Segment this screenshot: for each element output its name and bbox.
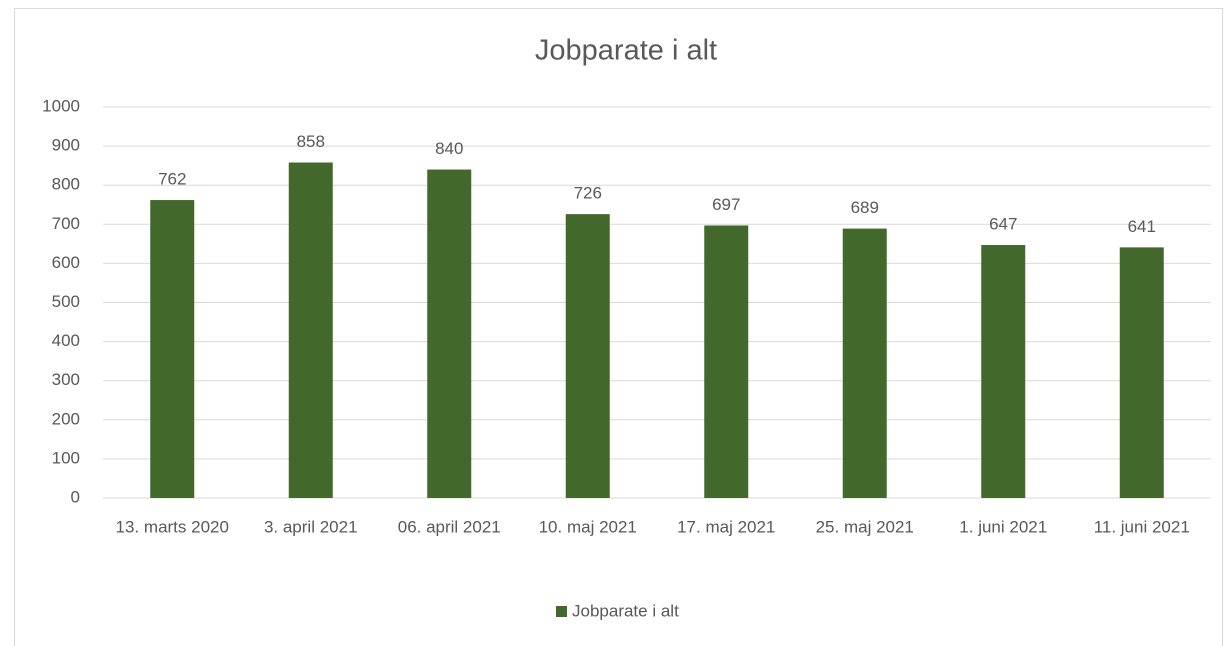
x-tick-label: 17. maj 2021 xyxy=(677,517,775,536)
y-tick-label: 400 xyxy=(52,331,80,350)
y-tick-label: 500 xyxy=(52,292,80,311)
bar xyxy=(842,228,887,498)
y-tick-label: 900 xyxy=(52,136,80,155)
x-tick-label: 11. juni 2021 xyxy=(1094,517,1190,536)
y-tick-label: 0 xyxy=(71,487,80,506)
legend-swatch xyxy=(556,606,567,617)
y-tick-label: 800 xyxy=(52,175,80,194)
x-tick-label: 10. maj 2021 xyxy=(539,517,637,536)
x-tick-label: 1. juni 2021 xyxy=(959,517,1047,536)
bar xyxy=(288,162,333,498)
x-tick-label: 25. maj 2021 xyxy=(816,517,914,536)
y-tick-label: 200 xyxy=(52,409,80,428)
y-tick-label: 1000 xyxy=(42,96,80,115)
data-label: 858 xyxy=(297,132,325,151)
bar xyxy=(981,245,1026,498)
data-label: 726 xyxy=(574,184,602,203)
chart-title: Jobparate i alt xyxy=(535,35,717,67)
bar xyxy=(565,214,610,498)
x-tick-label: 3. april 2021 xyxy=(264,517,358,536)
x-tick-label: 06. april 2021 xyxy=(398,517,501,536)
y-tick-label: 300 xyxy=(52,370,80,389)
x-tick-label: 13. marts 2020 xyxy=(116,517,229,536)
y-tick-label: 100 xyxy=(52,448,80,467)
data-label: 762 xyxy=(158,170,186,189)
y-tick-label: 700 xyxy=(52,214,80,233)
data-label: 840 xyxy=(435,139,463,158)
y-tick-label: 600 xyxy=(52,253,80,272)
bar xyxy=(427,169,472,498)
chart-border xyxy=(14,8,1223,646)
bar xyxy=(704,225,749,498)
legend-label: Jobparate i alt xyxy=(572,601,679,620)
data-label: 641 xyxy=(1128,217,1156,236)
data-label: 647 xyxy=(989,215,1017,234)
data-label: 689 xyxy=(851,198,879,217)
bar xyxy=(150,200,195,499)
bar xyxy=(1119,247,1164,498)
data-label: 697 xyxy=(712,195,740,214)
